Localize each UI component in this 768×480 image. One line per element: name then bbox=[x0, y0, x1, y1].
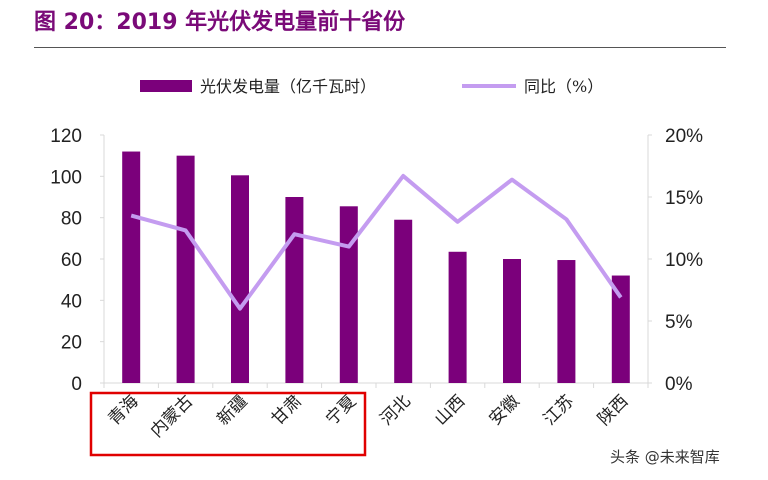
category-label: 内蒙古 bbox=[147, 391, 197, 441]
category-label: 江苏 bbox=[540, 391, 578, 429]
legend-bar-label: 光伏发电量（亿千瓦时） bbox=[200, 77, 376, 96]
bar-内蒙古 bbox=[176, 155, 195, 383]
bar-青海 bbox=[122, 151, 141, 383]
highlight-box bbox=[89, 391, 367, 457]
left-tick-label: 120 bbox=[50, 126, 82, 147]
right-tick-label: 15% bbox=[665, 188, 703, 209]
category-label: 安徽 bbox=[485, 391, 523, 429]
legend-bar-swatch bbox=[140, 80, 192, 92]
yoy-line bbox=[130, 173, 623, 311]
left-tick-label: 100 bbox=[50, 167, 82, 188]
title-divider bbox=[34, 47, 726, 48]
left-tick-label: 60 bbox=[61, 250, 82, 271]
category-label: 山西 bbox=[431, 391, 469, 429]
category-label: 新疆 bbox=[213, 391, 251, 429]
category-label: 甘肃 bbox=[268, 391, 306, 429]
right-tick-label: 0% bbox=[665, 374, 693, 395]
bar-山西 bbox=[448, 251, 467, 383]
bar-宁夏 bbox=[339, 206, 358, 383]
right-tick-label: 5% bbox=[665, 312, 693, 333]
legend-line-label: 同比（%） bbox=[524, 77, 603, 96]
watermark: 头条 @未来智库 bbox=[610, 448, 720, 466]
left-tick-label: 80 bbox=[61, 209, 82, 230]
bar-河北 bbox=[394, 219, 413, 383]
bar-安徽 bbox=[503, 259, 521, 383]
bar-甘肃 bbox=[285, 197, 304, 383]
chart-title: 图 20：2019 年光伏发电量前十省份 bbox=[34, 10, 406, 35]
category-label: 陕西 bbox=[594, 391, 632, 429]
right-tick-label: 10% bbox=[665, 250, 703, 271]
bar-陕西 bbox=[611, 275, 630, 383]
category-label: 河北 bbox=[377, 391, 415, 429]
bar-新疆 bbox=[231, 175, 249, 383]
category-label: 宁夏 bbox=[322, 391, 360, 429]
left-tick-label: 0 bbox=[71, 374, 82, 395]
left-tick-label: 40 bbox=[61, 291, 82, 312]
bar-江苏 bbox=[557, 260, 576, 383]
right-tick-label: 20% bbox=[665, 126, 703, 147]
category-label: 青海 bbox=[105, 391, 143, 429]
left-tick-label: 20 bbox=[61, 333, 82, 354]
